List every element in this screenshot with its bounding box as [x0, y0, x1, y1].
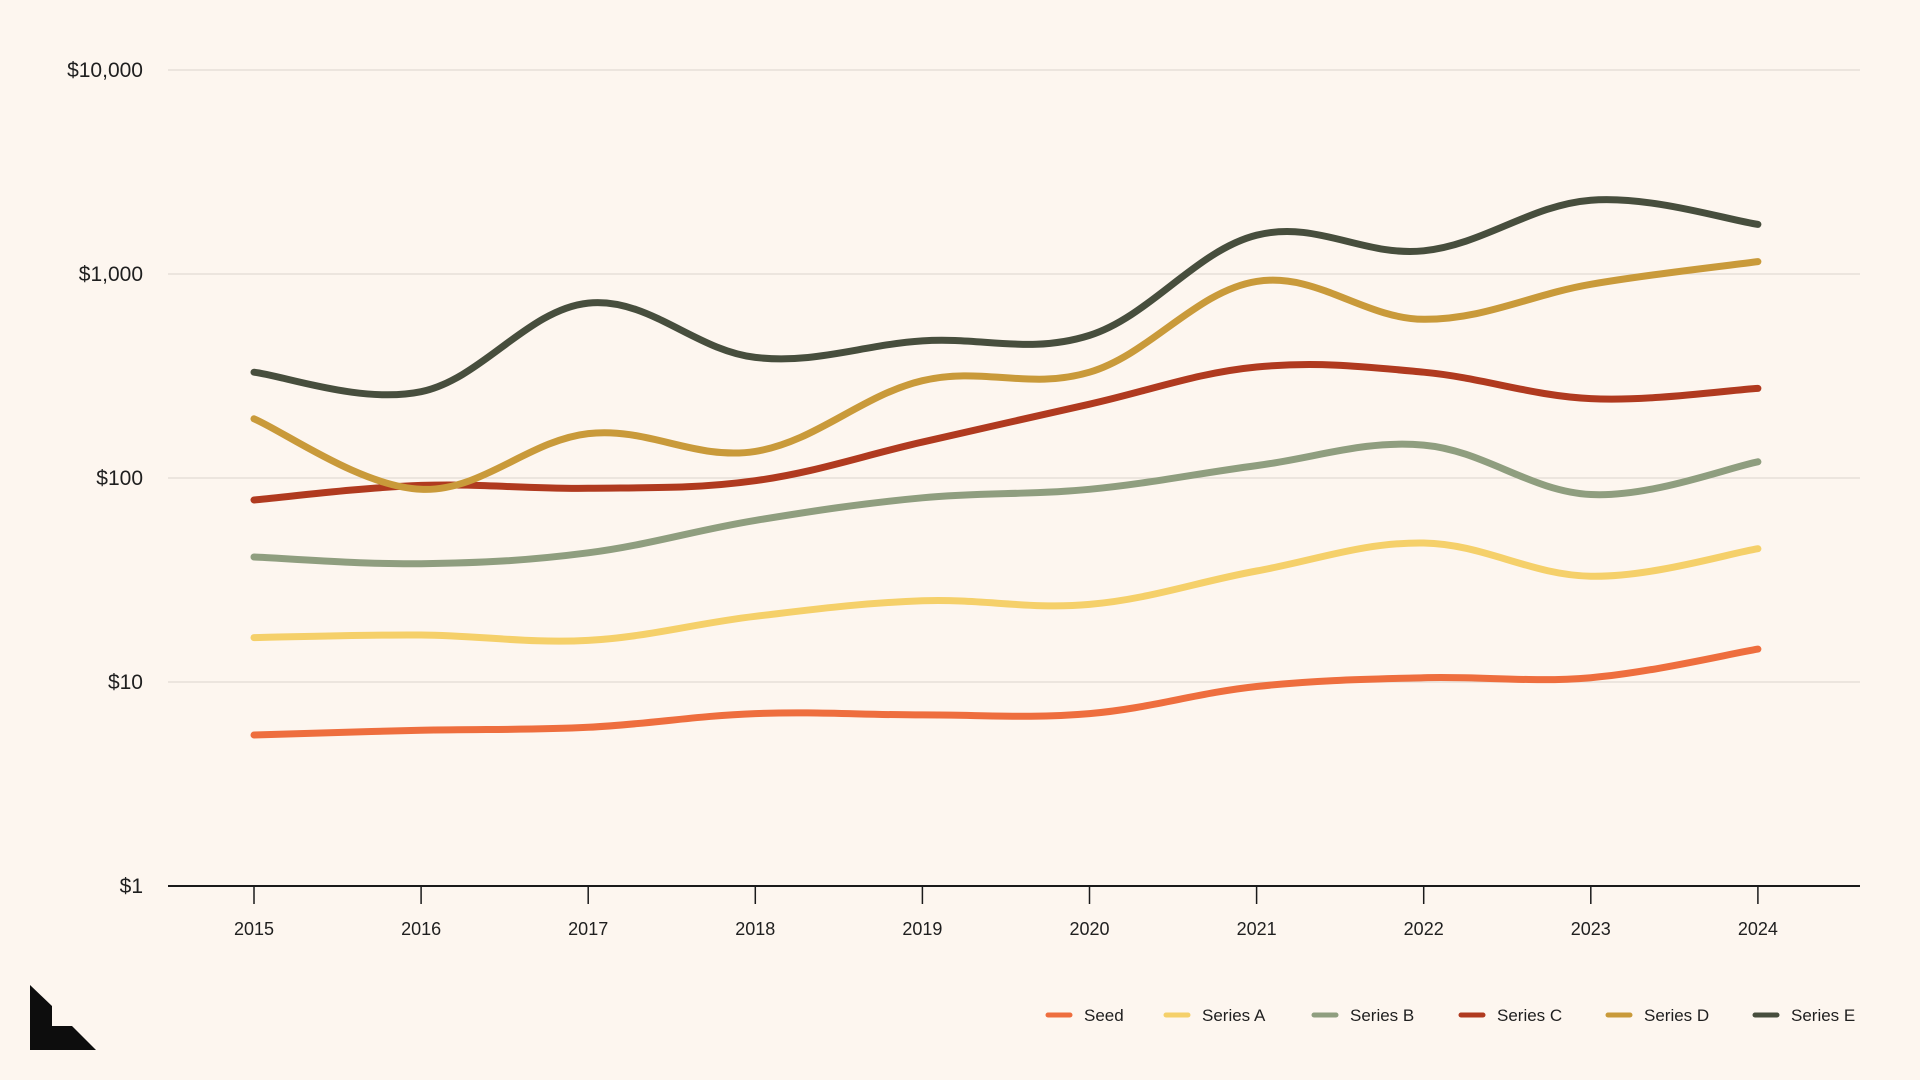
y-tick-label: $100	[96, 467, 143, 490]
legend-label: Series A	[1202, 1006, 1266, 1025]
y-tick-label: $1,000	[79, 263, 143, 286]
legend-item-series-e: Series E	[1752, 1006, 1855, 1025]
legend-label: Series D	[1644, 1006, 1709, 1025]
series-line-series-e	[250, 196, 1762, 399]
stair-logo-icon	[30, 985, 96, 1050]
legend-item-series-d: Series D	[1605, 1006, 1709, 1025]
legend-label: Series E	[1791, 1006, 1855, 1025]
series-line-series-c	[250, 361, 1762, 504]
y-tick-label: $10,000	[67, 59, 143, 82]
series-lines	[250, 196, 1762, 739]
legend-item-series-c: Series C	[1458, 1006, 1562, 1025]
x-tick-label: 2018	[735, 919, 775, 939]
x-tick-label: 2017	[568, 919, 608, 939]
x-tick-label: 2015	[234, 919, 274, 939]
y-tick-label: $1	[120, 875, 143, 898]
legend-label: Seed	[1084, 1006, 1124, 1025]
y-axis: $1 $10 $100 $1,000 $10,000	[67, 59, 143, 898]
y-tick-label: $10	[108, 671, 143, 694]
series-line-seed	[250, 645, 1762, 739]
legend-item-seed: Seed	[1045, 1006, 1124, 1025]
x-tick-label: 2024	[1738, 919, 1778, 939]
x-tick-label: 2023	[1571, 919, 1611, 939]
legend-label: Series B	[1350, 1006, 1414, 1025]
legend-item-series-b: Series B	[1311, 1006, 1414, 1025]
series-line-series-b	[250, 440, 1762, 568]
x-tick-label: 2019	[902, 919, 942, 939]
x-tick-label: 2016	[401, 919, 441, 939]
series-line-series-a	[250, 539, 1762, 645]
x-tick-label: 2022	[1404, 919, 1444, 939]
x-tick-label: 2020	[1069, 919, 1109, 939]
legend: Seed Series A Series B Series C Series D Seri…	[1045, 1006, 1855, 1025]
legend-item-series-a: Series A	[1163, 1006, 1266, 1025]
series-line-series-d	[250, 258, 1762, 493]
legend-label: Series C	[1497, 1006, 1562, 1025]
x-axis: 2015 2016 2017 2018 2019 2020 2021 2022 2023 2024	[168, 885, 1860, 939]
x-tick-label: 2021	[1237, 919, 1277, 939]
